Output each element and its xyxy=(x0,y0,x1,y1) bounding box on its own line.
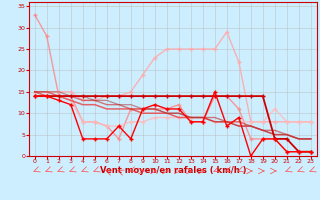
X-axis label: Vent moyen/en rafales ( km/h ): Vent moyen/en rafales ( km/h ) xyxy=(100,166,246,175)
